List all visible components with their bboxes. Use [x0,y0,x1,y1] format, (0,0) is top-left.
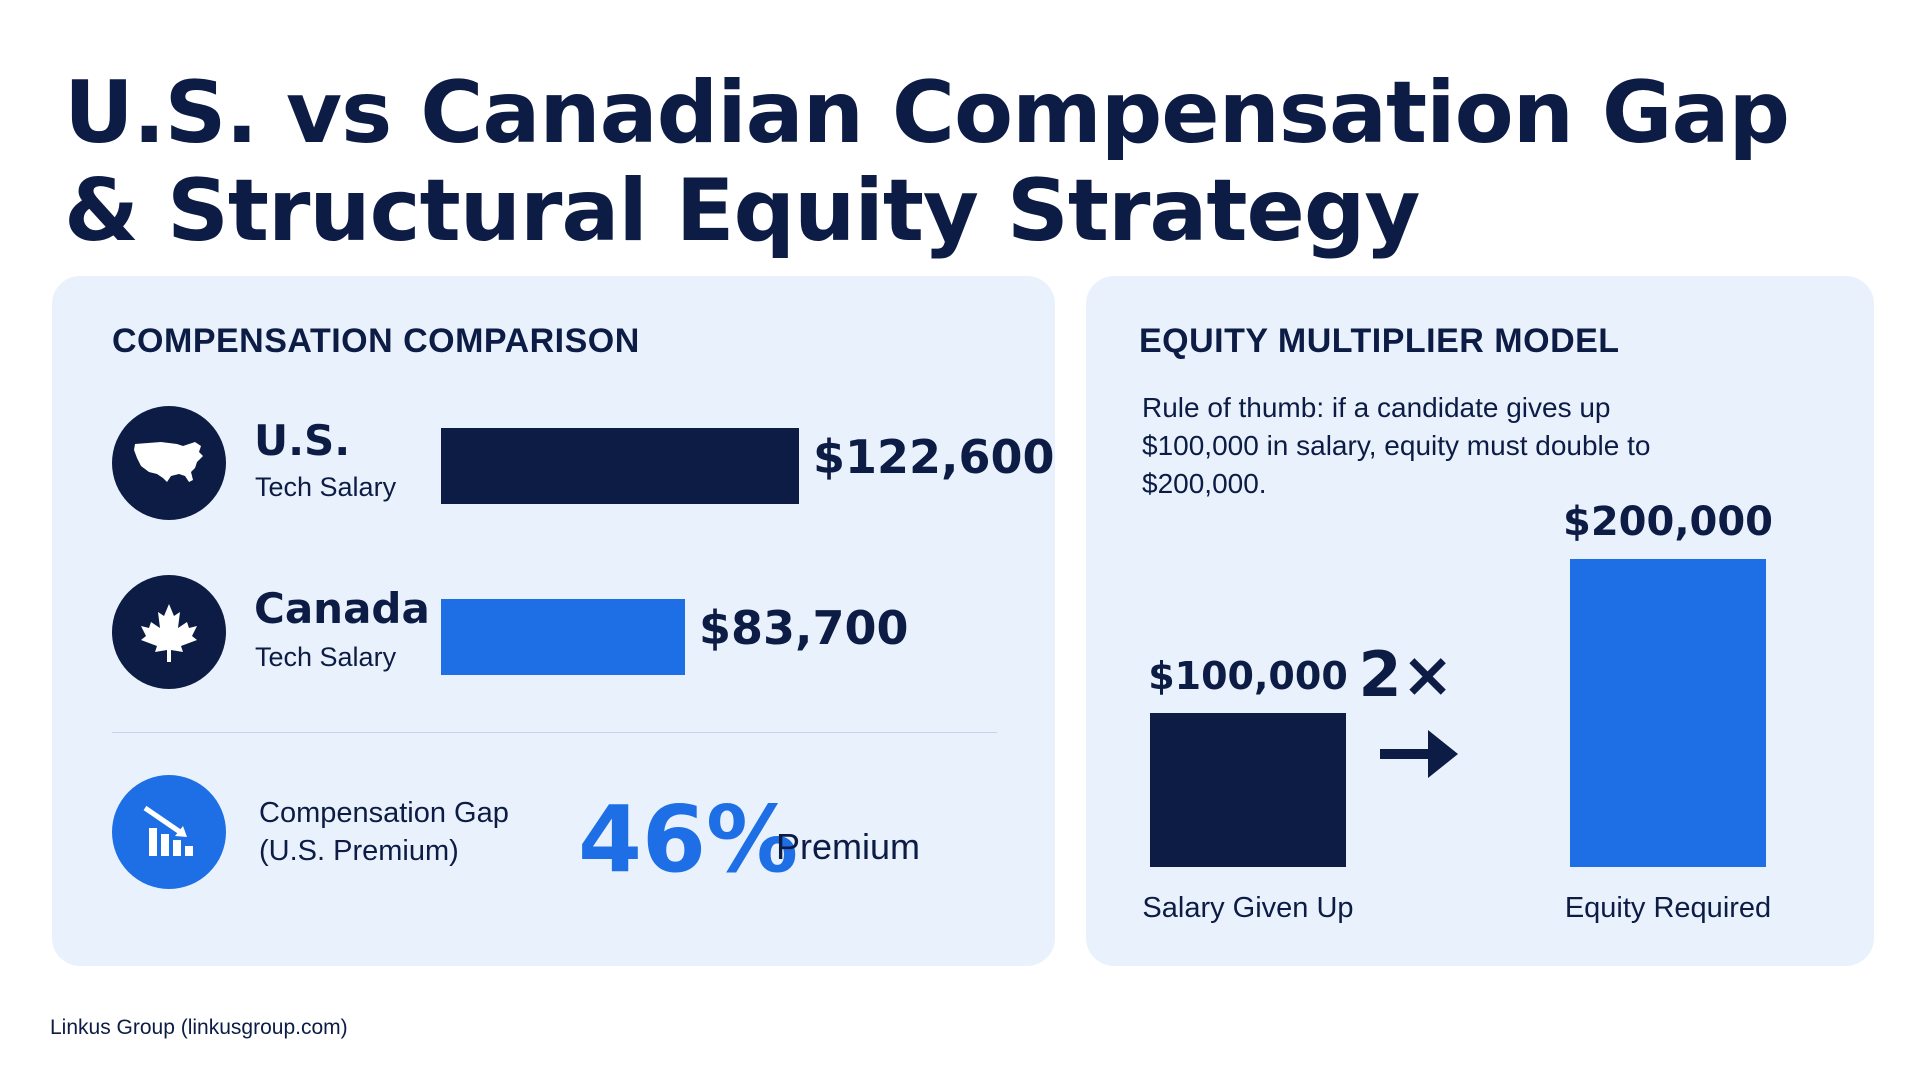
page-title-line-1: U.S. vs Canadian Compensation Gap [64,63,1790,163]
us-salary-value: $122,600 [813,430,1055,484]
maple-leaf-icon [112,575,226,689]
panel-divider [112,732,997,733]
compensation-comparison-panel: COMPENSATION COMPARISON U.S. Tech Salary… [52,276,1055,966]
declining-bar-chart-icon [112,775,226,889]
compensation-gap-label-line-1: Compensation Gap [259,797,509,829]
compensation-gap-label: Compensation Gap (U.S. Premium) [259,794,509,870]
us-sublabel: Tech Salary [255,472,397,502]
rule-of-thumb-text: Rule of thumb: if a candidate gives up $… [1142,392,1651,499]
us-country-label: U.S. [254,416,351,465]
salary-given-up-label: Salary Given Up [1142,892,1353,924]
canada-salary-value: $83,700 [699,601,909,655]
equity-required-value: $200,000 [1563,499,1773,545]
compensation-comparison-heading: COMPENSATION COMPARISON [112,322,640,360]
page-title: U.S. vs Canadian Compensation Gap & Stru… [64,64,1844,260]
compensation-gap-suffix: Premium [776,826,921,867]
source-credit: Linkus Group (linkusgroup.com) [50,1016,348,1039]
compensation-gap-label-line-2: (U.S. Premium) [259,835,459,867]
equity-multiplier-chart: $100,000 $200,000 Salary Given Up Equity… [1142,499,1773,924]
us-map-icon [112,406,226,520]
equity-multiplier-panel: EQUITY MULTIPLIER MODEL Rule of thumb: i… [1086,276,1874,966]
multiplier-arrow-icon [1380,730,1458,778]
salary-given-up-value: $100,000 [1148,654,1348,698]
canada-sublabel: Tech Salary [255,642,397,672]
multiplier-label: 2× [1358,638,1453,711]
equity-required-label: Equity Required [1565,892,1771,924]
equity-required-bar [1570,559,1766,867]
us-salary-bar [441,428,799,504]
salary-given-up-bar [1150,713,1346,867]
page-title-line-2: & Structural Equity Strategy [64,161,1420,261]
canada-country-label: Canada [254,584,430,633]
canada-salary-bar [441,599,685,675]
equity-multiplier-heading: EQUITY MULTIPLIER MODEL [1139,322,1620,360]
compensation-gap-value: 46% [578,786,799,893]
